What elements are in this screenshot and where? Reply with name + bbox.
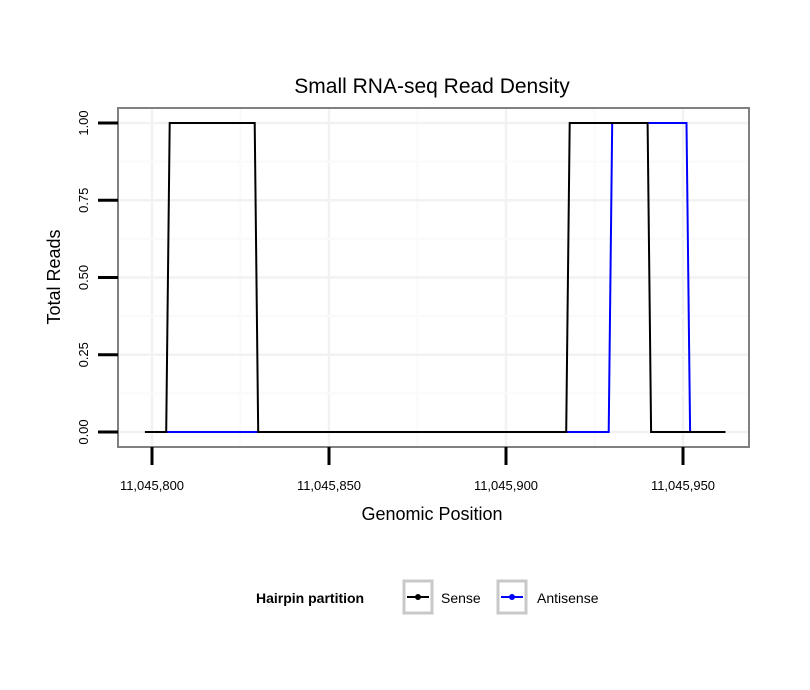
legend-item-antisense[interactable]: Antisense [496,579,599,615]
y-tick-label: 0.50 [76,265,91,290]
legend-item-sense[interactable]: Sense [402,579,481,615]
legend-label-sense: Sense [441,590,481,606]
y-tick-label: 0.25 [76,342,91,367]
x-tick-label: 11,045,900 [474,478,538,493]
legend-label-antisense: Antisense [537,590,599,606]
y-tick-label: 0.75 [76,188,91,213]
y-axis-title: Total Reads [44,229,64,324]
y-tick-label: 1.00 [76,110,91,135]
legend: Hairpin partition Sense Antisense [256,579,599,615]
legend-title: Hairpin partition [256,590,364,606]
legend-point-sense [415,594,421,600]
x-tick-label: 11,045,800 [120,478,184,493]
x-tick-label: 11,045,850 [297,478,361,493]
x-tick-label: 11,045,950 [651,478,715,493]
x-axis: 11,045,800 11,045,850 11,045,900 11,045,950 [120,447,715,493]
legend-point-antisense [509,594,515,600]
y-axis: 0.00 0.25 0.50 0.75 1.00 [76,110,118,445]
series-layer [144,122,726,433]
series-line-sense [144,122,726,433]
chart-title: Small RNA-seq Read Density [294,75,570,98]
y-tick-label: 0.00 [76,419,91,444]
grid [119,109,748,446]
x-axis-title: Genomic Position [361,504,502,524]
